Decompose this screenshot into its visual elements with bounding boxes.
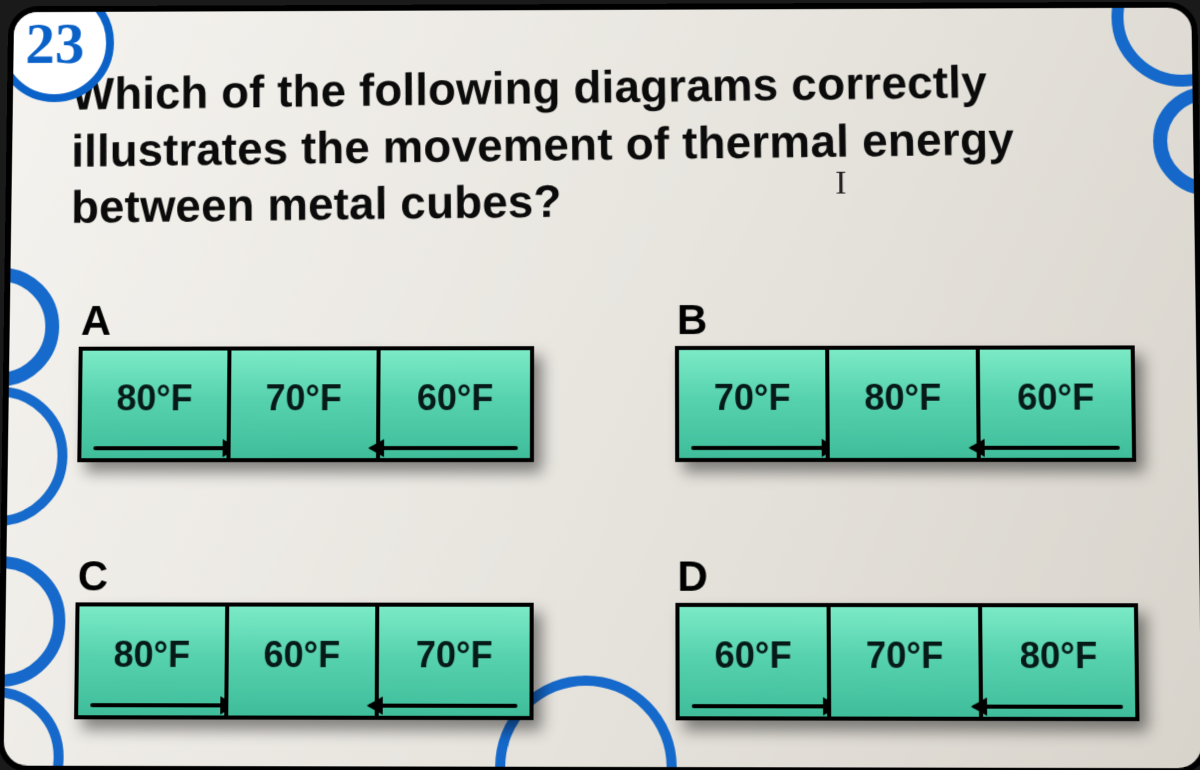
arrow-left-icon [370,446,518,450]
decorative-swirl [0,386,68,526]
arrow-left-icon [971,446,1120,450]
cube: 80°F [829,350,981,458]
cube-temp: 80°F [116,377,192,419]
option-b[interactable]: B 70°F 80°F 60°F [675,295,1178,462]
cube: 70°F [831,607,983,717]
cubes-row: 80°F 70°F 60°F [77,346,534,462]
option-label: B [677,295,1176,344]
cube-temp: 70°F [866,634,944,677]
question-number: 23 [25,9,85,77]
cube: 70°F [379,607,530,716]
cube: 60°F [679,607,831,717]
options-grid: A 80°F 70°F 60°F B 70°F [74,295,1181,721]
arrow-left-icon [973,705,1123,709]
cubes-row: 70°F 80°F 60°F [675,345,1136,462]
cube: 60°F [380,350,530,458]
cube-temp: 60°F [417,377,493,419]
arrow-left-icon [369,704,518,708]
cube: 70°F [679,350,830,458]
arrow-right-icon [691,446,836,450]
option-label: C [78,552,575,601]
cube: 70°F [230,350,380,458]
cubes-row: 80°F 60°F 70°F [74,602,534,720]
cube: 80°F [982,607,1135,717]
cube-temp: 70°F [416,634,493,677]
cube-temp: 70°F [714,377,791,419]
option-c[interactable]: C 80°F 60°F 70°F [74,552,575,720]
option-d[interactable]: D 60°F 70°F 80°F [675,552,1181,721]
arrow-right-icon [692,704,837,708]
cube-temp: 60°F [715,634,792,677]
arrow-right-icon [93,446,236,450]
option-label: D [677,552,1179,601]
cube-temp: 80°F [864,377,941,419]
cube: 60°F [980,349,1132,457]
question-text: Which of the following diagrams correctl… [71,51,1175,236]
text-cursor-icon: I [835,165,847,203]
cube-temp: 80°F [1020,635,1098,678]
cube-temp: 60°F [263,634,340,676]
cube-temp: 70°F [265,377,341,419]
cube-temp: 80°F [113,634,190,676]
arrow-right-icon [90,703,234,707]
decorative-swirl [0,267,60,386]
cube: 80°F [78,606,229,715]
decorative-swirl [0,687,65,770]
cube: 60°F [228,607,379,716]
decorative-swirl [0,556,66,687]
question-card: 23 Which of the following diagrams corre… [0,2,1200,770]
option-a[interactable]: A 80°F 70°F 60°F [77,296,575,462]
option-label: A [81,296,575,344]
cube: 80°F [81,351,231,459]
cube-temp: 60°F [1017,377,1094,419]
cubes-row: 60°F 70°F 80°F [675,603,1139,721]
